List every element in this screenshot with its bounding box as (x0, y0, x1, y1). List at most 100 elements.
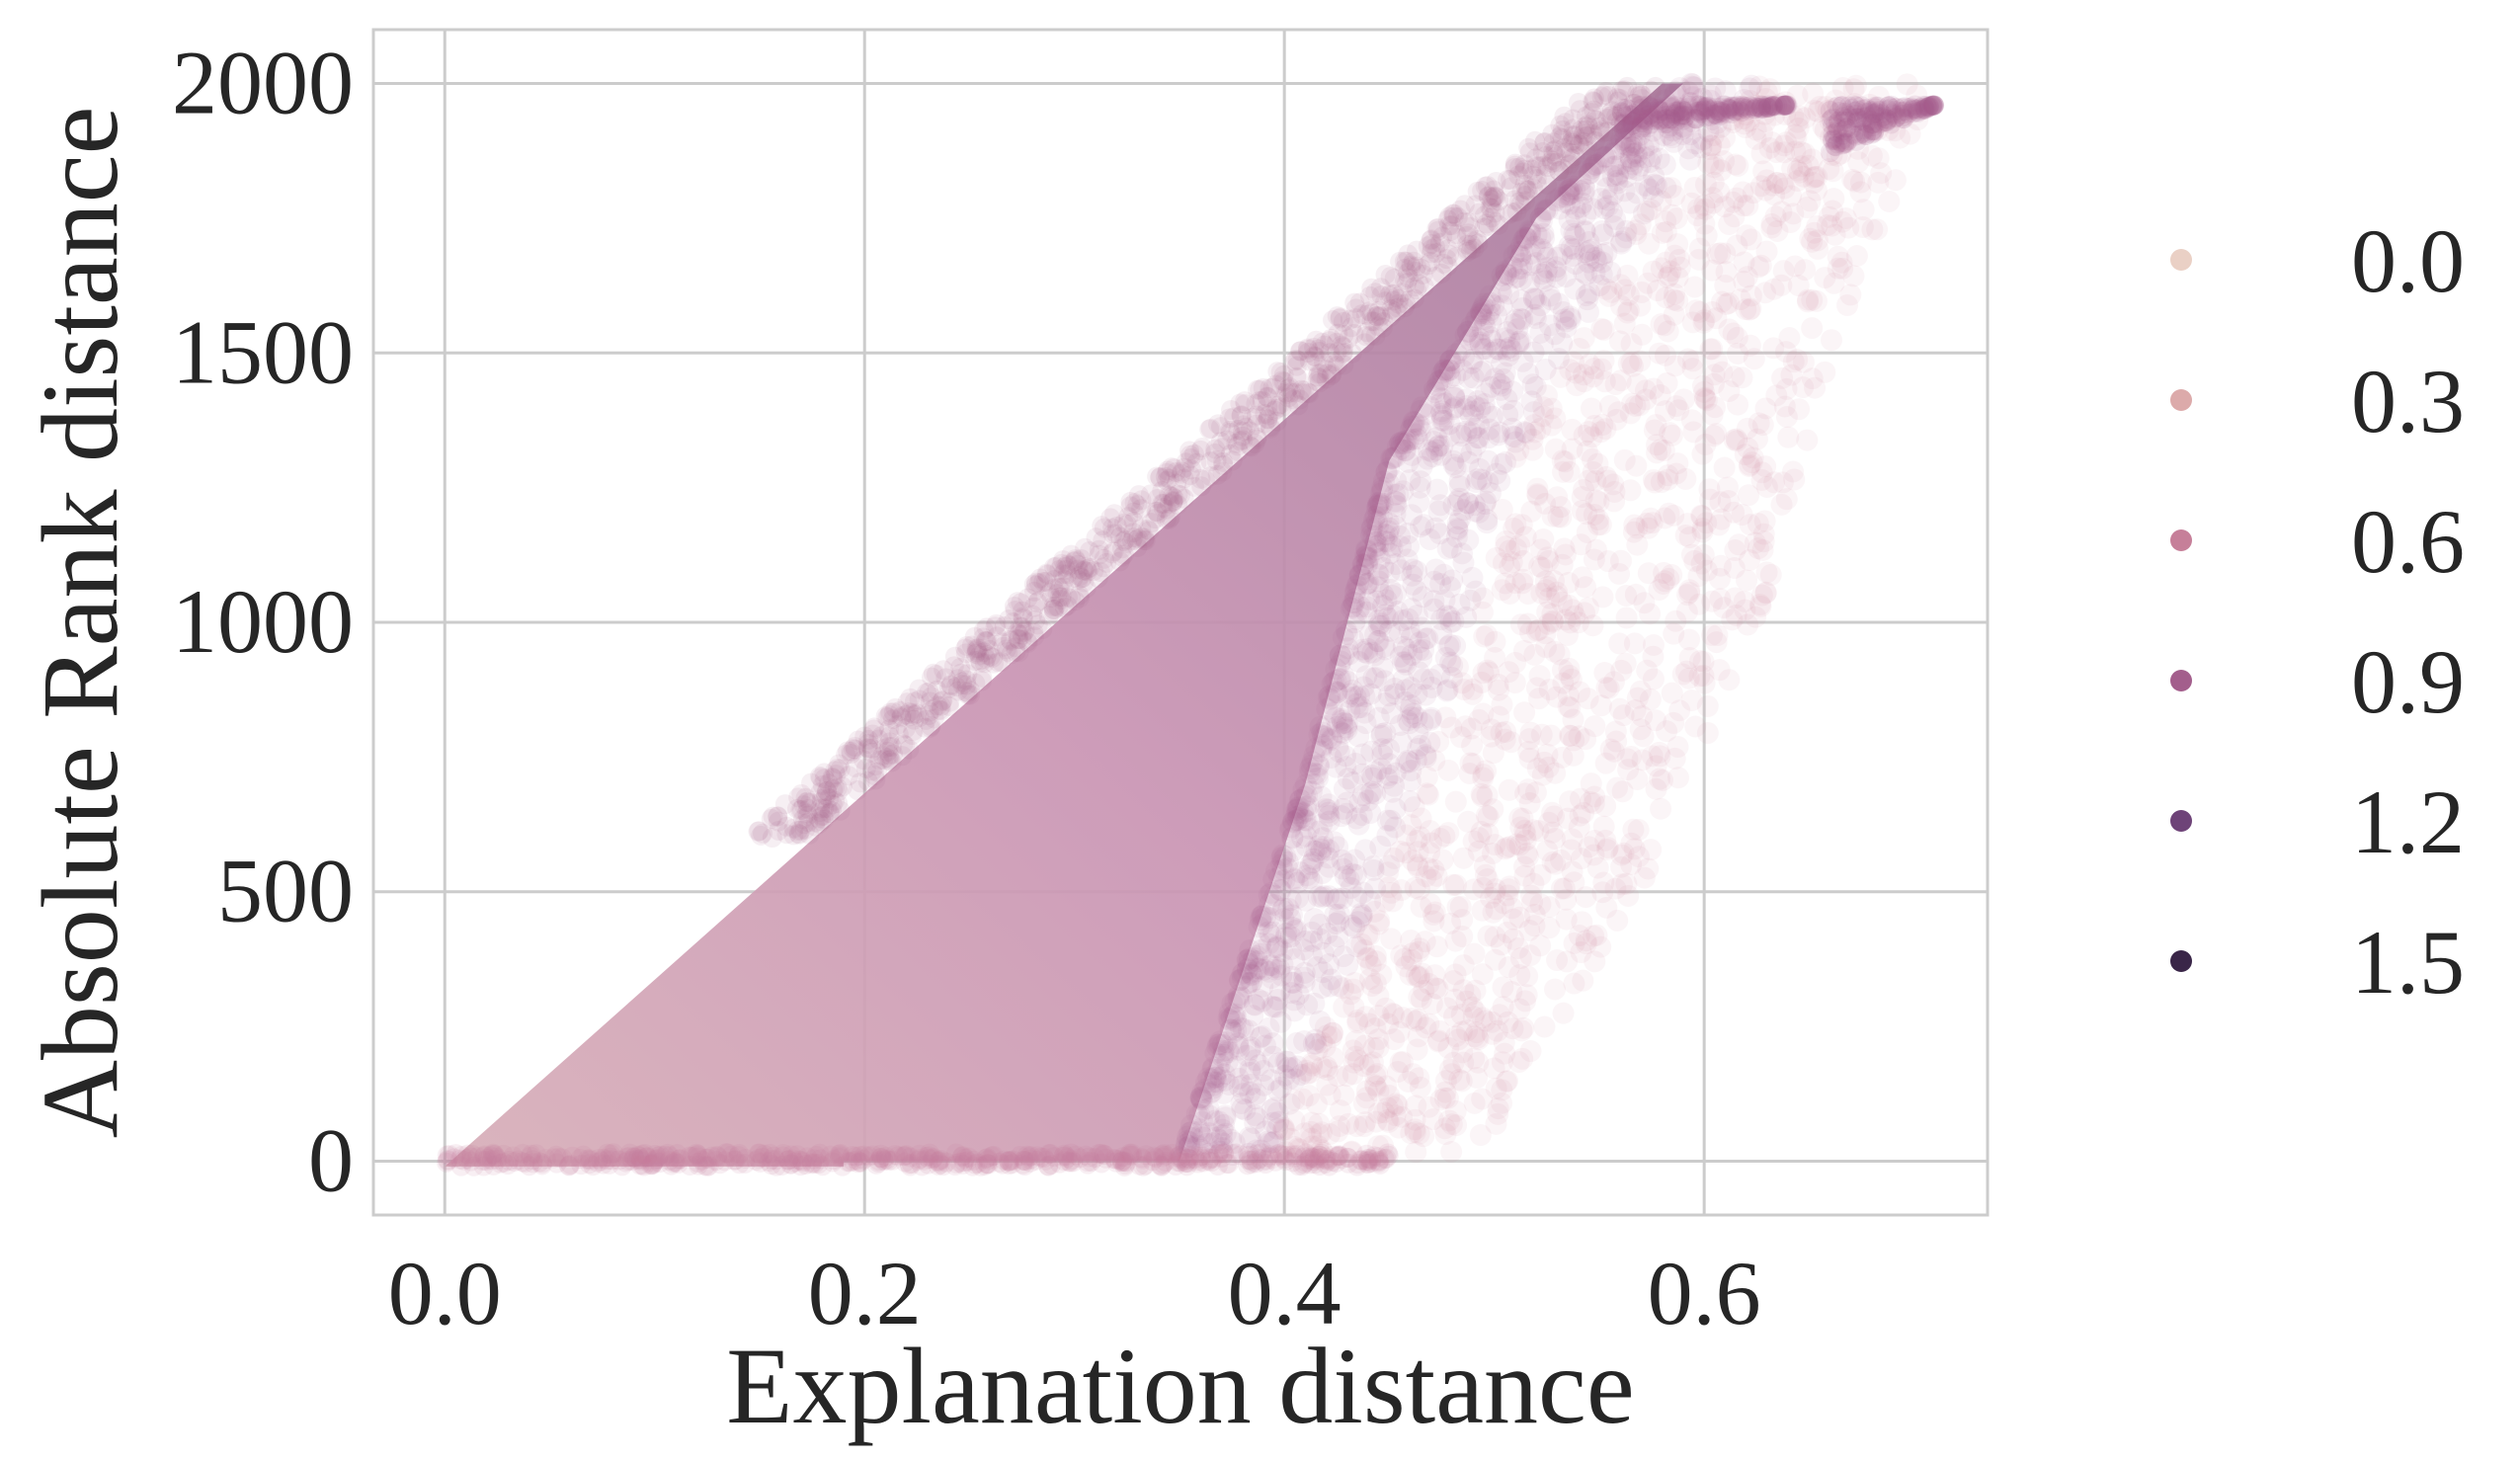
scatter-point (1314, 1035, 1337, 1058)
scatter-point (1330, 668, 1352, 690)
scatter-point (1076, 578, 1097, 599)
scatter-point (1431, 368, 1454, 391)
scatter-point (1496, 388, 1518, 411)
scatter-point (1405, 749, 1427, 771)
scatter-point (1411, 396, 1433, 419)
scatter-point (1247, 988, 1269, 1011)
scatter-point (1457, 450, 1480, 473)
scatter-point (1386, 1094, 1409, 1116)
scatter-point (1351, 743, 1374, 766)
scatter-point (1177, 1148, 1199, 1171)
scatter-point (1270, 964, 1293, 987)
scatter-point (1831, 76, 1854, 99)
scatter-point (1523, 643, 1546, 666)
scatter-point (1429, 572, 1452, 595)
scatter-point (1413, 1125, 1435, 1148)
scatter-point (1706, 243, 1729, 266)
scatter-point (1740, 284, 1762, 307)
scatter-point (1728, 533, 1750, 556)
scatter-point (1301, 921, 1324, 943)
scatter-point (1773, 103, 1796, 125)
scatter-point (1484, 367, 1506, 390)
scatter-point (1410, 415, 1432, 438)
scatter-point (1309, 842, 1332, 864)
scatter-point (1523, 915, 1546, 937)
scatter-point (1597, 677, 1620, 699)
legend-marker (2170, 950, 2192, 972)
scatter-point (1602, 740, 1625, 763)
scatter-point (1628, 394, 1651, 417)
scatter-point (1575, 728, 1597, 751)
scatter-point (1364, 1075, 1387, 1097)
scatter-point (1788, 398, 1811, 421)
scatter-point (1527, 820, 1550, 843)
scatter-point (1329, 654, 1351, 677)
scatter-point (1491, 294, 1513, 317)
scatter-point (1592, 350, 1615, 372)
scatter-point (1617, 299, 1640, 322)
scatter-point (1274, 846, 1297, 868)
scatter-point (1632, 725, 1655, 748)
scatter-point (1491, 264, 1513, 286)
scatter-point (1586, 508, 1609, 530)
scatter-point (1578, 282, 1600, 304)
scatter-point (1372, 595, 1395, 617)
scatter-point (1268, 979, 1291, 1002)
scatter-point (1571, 911, 1593, 933)
scatter-point (1624, 698, 1647, 721)
scatter-point (1179, 1135, 1201, 1158)
scatter-point (1748, 256, 1770, 279)
scatter-point (1438, 1058, 1461, 1081)
scatter-point (1309, 928, 1332, 950)
scatter-point (1435, 605, 1458, 627)
scatter-point (1638, 178, 1661, 201)
scatter-point (1445, 343, 1468, 365)
scatter-point (1428, 1019, 1451, 1042)
scatter-point (1516, 846, 1539, 868)
scatter-point (1714, 275, 1737, 297)
scatter-point (1604, 877, 1627, 900)
scatter-point (1583, 358, 1605, 380)
scatter-point (1312, 961, 1335, 984)
scatter-point (1354, 839, 1377, 861)
scatter-point (1376, 809, 1399, 832)
scatter-point (1286, 1137, 1309, 1160)
scatter-point (1364, 782, 1387, 805)
scatter-point (1745, 606, 1767, 628)
scatter-point (1454, 324, 1477, 347)
scatter-point (1541, 610, 1564, 633)
scatter-point (1535, 579, 1558, 602)
scatter-point (1481, 341, 1504, 364)
scatter-point (1752, 523, 1775, 545)
scatter-point (1518, 747, 1541, 770)
scatter-point (1274, 1141, 1297, 1164)
scatter-point (1771, 366, 1794, 389)
scatter-point (1275, 922, 1298, 944)
scatter-point (1404, 1118, 1426, 1141)
scatter-point (1594, 418, 1617, 441)
scatter-point (1644, 709, 1666, 732)
scatter-point (1422, 1108, 1444, 1131)
scatter-point (1760, 131, 1783, 154)
scatter-point (1870, 162, 1893, 185)
scatter-point (1507, 330, 1530, 353)
legend-marker (2170, 810, 2192, 832)
scatter-point (1480, 886, 1503, 909)
scatter-point (1509, 947, 1532, 970)
scatter-point (1549, 365, 1572, 388)
scatter-point (1287, 983, 1310, 1006)
scatter-point (1589, 121, 1610, 141)
scatter-point (1829, 111, 1849, 131)
scatter-point (1251, 1025, 1273, 1048)
scatter-point (1436, 537, 1459, 560)
scatter-point (1528, 555, 1551, 578)
scatter-point (1485, 462, 1507, 485)
legend-label: 1.5 (2351, 912, 2465, 1013)
scatter-point (1819, 111, 1841, 133)
scatter-point (1659, 422, 1681, 445)
scatter-point (1304, 763, 1327, 785)
scatter-point (1378, 876, 1401, 899)
scatter-point (1499, 875, 1521, 898)
scatter-point (1227, 1031, 1250, 1054)
scatter-point (1548, 643, 1571, 666)
